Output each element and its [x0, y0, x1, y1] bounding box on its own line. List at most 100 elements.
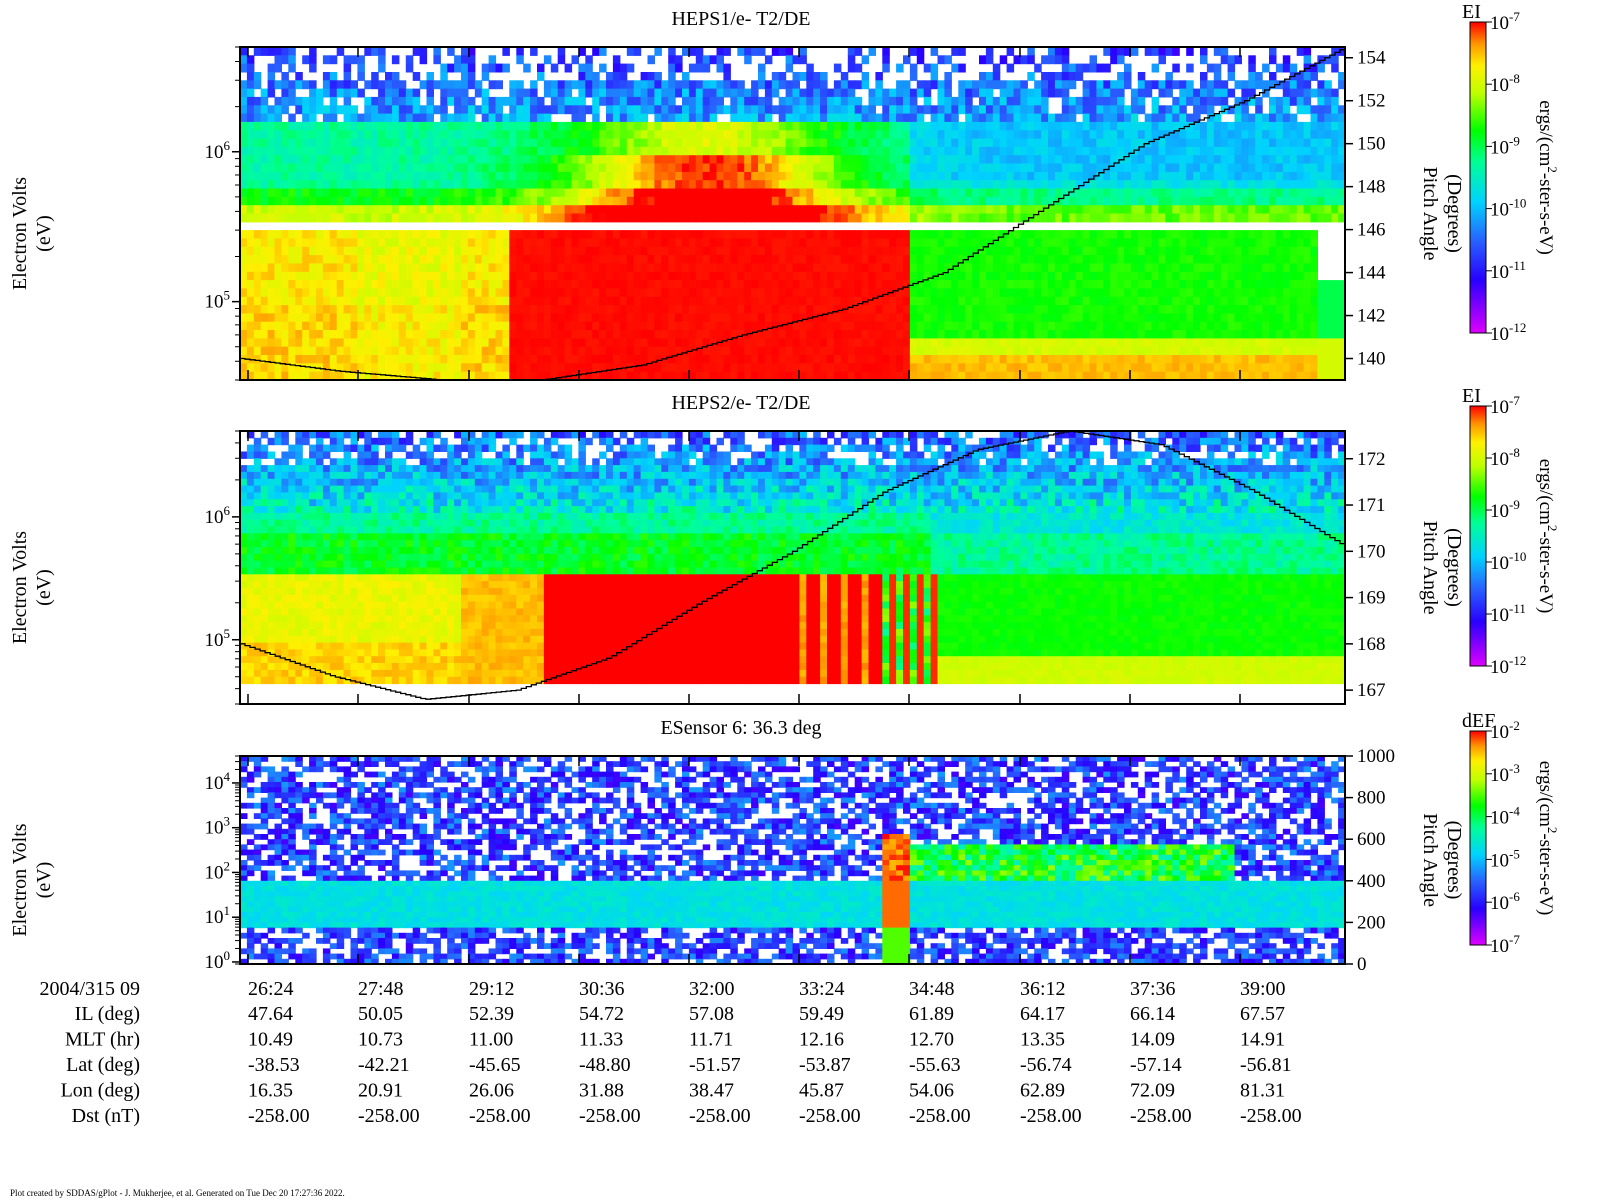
heatmap-cell — [710, 230, 718, 239]
heatmap-cell — [875, 72, 883, 81]
heatmap-cell — [806, 89, 814, 98]
heatmap-cell — [551, 338, 559, 347]
heatmap-cell — [1124, 330, 1132, 339]
heatmap-cell — [440, 122, 448, 131]
heatmap-cell — [1014, 97, 1022, 106]
heatmap-cell — [972, 114, 980, 123]
heatmap-cell — [316, 164, 324, 173]
heatmap-cell — [399, 122, 407, 131]
heatmap-cell — [661, 330, 669, 339]
heatmap-cell — [337, 105, 345, 114]
heatmap-cell — [1179, 288, 1187, 297]
heatmap-cell — [558, 255, 566, 264]
heatmap-cell — [454, 297, 462, 306]
heatmap-cell — [585, 305, 593, 314]
heatmap-cell — [958, 272, 966, 281]
heatmap-cell — [261, 297, 269, 306]
heatmap-cell — [696, 55, 704, 64]
heatmap-cell — [958, 305, 966, 314]
heatmap-cell — [544, 122, 552, 131]
heatmap-cell — [951, 114, 959, 123]
heatmap-cell — [385, 330, 393, 339]
heatmap-cell — [482, 355, 490, 364]
heatmap-cell — [675, 205, 683, 214]
heatmap-cell — [592, 97, 600, 106]
heatmap-cell — [1117, 313, 1125, 322]
heatmap-cell — [468, 288, 476, 297]
heatmap-cell — [1007, 114, 1015, 123]
heatmap-cell — [247, 239, 255, 248]
heatmap-cell — [565, 230, 573, 239]
heatmap-cell — [1131, 355, 1139, 364]
heatmap-cell — [869, 114, 877, 123]
heatmap-cell — [654, 205, 662, 214]
heatmap-cell — [592, 305, 600, 314]
heatmap-cell — [406, 164, 414, 173]
heatmap-cell — [599, 64, 607, 73]
heatmap-cell — [1020, 288, 1028, 297]
heatmap-cell — [413, 288, 421, 297]
heatmap-cell — [972, 363, 980, 372]
heatmap-cell — [1152, 313, 1160, 322]
heatmap-cell — [751, 272, 759, 281]
heatmap-cell — [931, 230, 939, 239]
heatmap-cell — [1083, 122, 1091, 131]
heatmap-cell — [882, 214, 890, 223]
heatmap-cell — [889, 305, 897, 314]
heatmap-cell — [931, 214, 939, 223]
heatmap-cell — [1014, 338, 1022, 347]
heatmap-cell — [813, 355, 821, 364]
heatmap-cell — [910, 313, 918, 322]
heatmap-cell — [1069, 80, 1077, 89]
heatmap-cell — [578, 280, 586, 289]
heatmap-cell — [516, 172, 524, 181]
heatmap-cell — [558, 355, 566, 364]
heatmap-cell — [772, 305, 780, 314]
heatmap-cell — [309, 172, 317, 181]
heatmap-cell — [468, 263, 476, 272]
heatmap-cell — [965, 97, 973, 106]
heatmap-cell — [357, 155, 365, 164]
heatmap-cell — [654, 338, 662, 347]
heatmap-cell — [1034, 64, 1042, 73]
heatmap-cell — [1152, 239, 1160, 248]
heatmap-cell — [765, 305, 773, 314]
heatmap-cell — [744, 338, 752, 347]
heatmap-cell — [530, 105, 538, 114]
heatmap-cell — [730, 155, 738, 164]
heatmap-cell — [592, 363, 600, 372]
heatmap-cell — [288, 139, 296, 148]
heatmap-cell — [979, 139, 987, 148]
heatmap-cell — [730, 247, 738, 256]
heatmap-cell — [979, 147, 987, 156]
heatmap-cell — [537, 72, 545, 81]
heatmap-cell — [668, 189, 676, 198]
heatmap-cell — [696, 363, 704, 372]
heatmap-cell — [537, 105, 545, 114]
heatmap-cell — [1055, 347, 1063, 356]
heatmap-cell — [654, 288, 662, 297]
heatmap-cell — [261, 180, 269, 189]
heatmap-cell — [841, 347, 849, 356]
heatmap-cell — [1179, 255, 1187, 264]
heatmap-cell — [1000, 247, 1008, 256]
heatmap-cell — [606, 239, 614, 248]
heatmap-cell — [703, 272, 711, 281]
heatmap-cell — [965, 305, 973, 314]
heatmap-cell — [668, 47, 676, 56]
heatmap-cell — [565, 355, 573, 364]
heatmap-cell — [668, 130, 676, 139]
heatmap-cell — [302, 122, 310, 131]
heatmap-cell — [723, 313, 731, 322]
heatmap-cell — [240, 363, 248, 372]
heatmap-cell — [357, 189, 365, 198]
heatmap-cell — [613, 164, 621, 173]
heatmap-cell — [786, 347, 794, 356]
heatmap-cell — [309, 189, 317, 198]
heatmap-cell — [703, 180, 711, 189]
heatmap-cell — [1083, 255, 1091, 264]
heatmap-cell — [516, 322, 524, 331]
heatmap-cell — [1159, 122, 1167, 131]
heatmap-cell — [896, 230, 904, 239]
heatmap-cell — [482, 313, 490, 322]
